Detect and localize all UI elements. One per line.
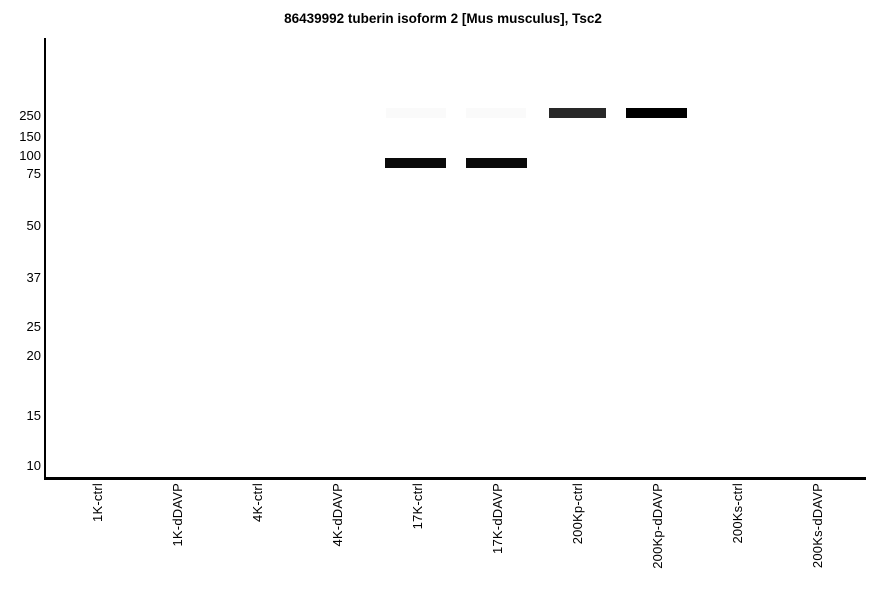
y-tick-label: 15 xyxy=(26,408,41,423)
y-tick-label: 37 xyxy=(26,270,41,285)
blot-band xyxy=(386,108,446,118)
y-tick-label: 25 xyxy=(26,319,41,334)
blot-band xyxy=(466,108,526,118)
blot-band xyxy=(466,158,527,168)
y-tick-label: 10 xyxy=(26,458,41,473)
blot-band xyxy=(626,108,687,118)
y-tick-label: 100 xyxy=(19,148,41,163)
y-tick-label: 75 xyxy=(26,166,41,181)
y-axis-line xyxy=(44,38,46,480)
blot-band xyxy=(549,108,606,118)
y-tick-label: 150 xyxy=(19,129,41,144)
blot-band xyxy=(385,158,446,168)
y-tick-label: 250 xyxy=(19,108,41,123)
x-axis-line xyxy=(44,477,866,480)
y-tick-label: 50 xyxy=(26,218,41,233)
chart-title: 86439992 tuberin isoform 2 [Mus musculus… xyxy=(284,11,602,26)
y-tick-label: 20 xyxy=(26,348,41,363)
